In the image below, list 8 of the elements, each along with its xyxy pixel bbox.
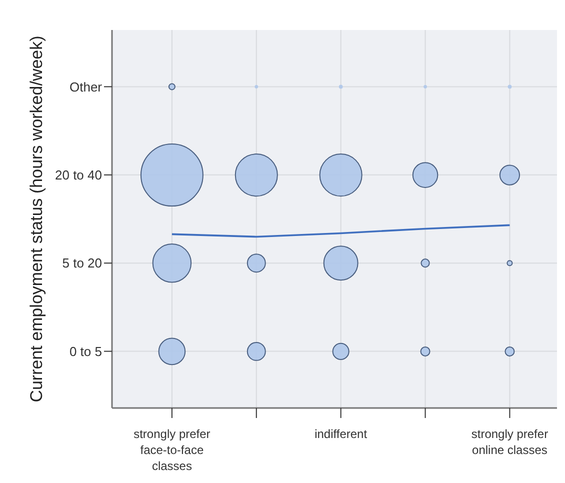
category-label: 20 to 40 — [55, 167, 102, 182]
x-tick-label: strongly prefer online classes — [471, 427, 548, 457]
category-label: 0 to 5 — [69, 344, 102, 359]
x-tick-label: strongly prefer face-to-face classes — [134, 427, 210, 473]
x-tick-label: indifferent — [314, 427, 368, 441]
category-label: Other — [69, 79, 102, 94]
y-axis-title: Current employment status (hours worked/week) — [27, 36, 46, 402]
category-label: 5 to 20 — [62, 256, 102, 271]
